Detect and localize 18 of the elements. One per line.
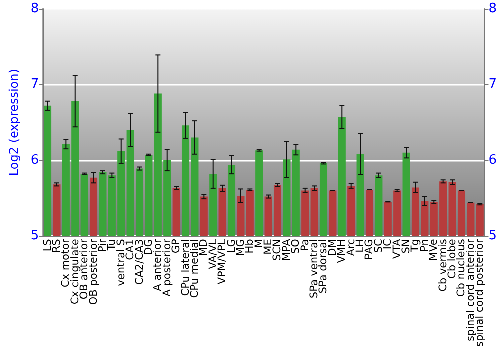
x-tick-label: Pa: [299, 239, 312, 252]
y2-tick-label: 7: [488, 77, 498, 92]
x-tick-label: RS: [50, 238, 63, 254]
x-tick-label: A posterior: [161, 238, 174, 297]
y-axis-title: Log2 (expression): [7, 69, 21, 176]
y2-tick-label: 5: [488, 228, 498, 244]
y-tick-label: 8: [30, 2, 40, 16]
y-tick-label: 7: [30, 77, 40, 92]
x-tick-label: MVe: [428, 239, 440, 262]
y2-tick-label: 6: [488, 152, 498, 168]
x-tick-label: DG: [142, 239, 155, 256]
y-tick-label: 6: [30, 152, 40, 168]
x-tick-label: GP: [170, 239, 183, 254]
x-tick-label: OB posterior: [88, 238, 100, 306]
y-tick-label: 5: [30, 228, 40, 244]
y2-tick-label: 8: [488, 2, 498, 16]
x-tick-label: Tg: [410, 239, 422, 254]
x-tick-label: spinal cord posterior: [474, 238, 486, 348]
